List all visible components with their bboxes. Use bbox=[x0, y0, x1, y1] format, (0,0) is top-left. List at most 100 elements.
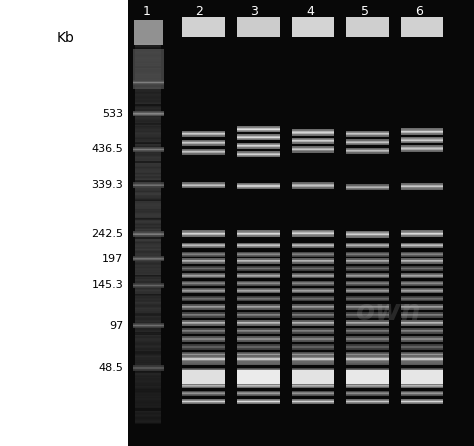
Bar bbox=[135, 318, 161, 319]
Bar bbox=[292, 188, 334, 189]
Bar bbox=[135, 245, 161, 247]
Bar bbox=[237, 156, 280, 157]
Bar bbox=[135, 249, 161, 251]
Bar bbox=[135, 100, 161, 102]
Bar bbox=[292, 143, 334, 144]
Bar bbox=[135, 403, 161, 405]
Bar bbox=[346, 352, 389, 353]
Bar bbox=[182, 276, 225, 277]
Bar bbox=[182, 400, 225, 401]
Bar bbox=[237, 259, 280, 260]
Bar bbox=[292, 284, 334, 285]
Bar bbox=[135, 303, 161, 305]
Bar bbox=[135, 150, 161, 152]
Bar bbox=[135, 86, 161, 87]
Bar bbox=[237, 143, 280, 144]
Bar bbox=[135, 195, 161, 197]
Bar bbox=[292, 333, 334, 334]
Bar bbox=[182, 186, 225, 187]
Bar bbox=[292, 270, 334, 271]
Bar bbox=[133, 285, 164, 286]
Bar bbox=[237, 313, 280, 314]
Bar bbox=[135, 160, 161, 161]
Bar bbox=[182, 135, 225, 136]
Bar bbox=[182, 234, 225, 235]
Bar bbox=[237, 333, 280, 334]
Bar bbox=[292, 356, 334, 357]
Bar bbox=[182, 267, 225, 268]
Bar bbox=[292, 305, 334, 306]
Bar bbox=[346, 401, 389, 402]
Bar bbox=[182, 403, 225, 404]
Bar bbox=[182, 275, 225, 276]
Bar bbox=[135, 329, 161, 330]
Bar bbox=[401, 383, 443, 384]
Bar bbox=[292, 138, 334, 139]
Bar bbox=[292, 364, 334, 365]
Bar bbox=[292, 306, 334, 307]
Bar bbox=[135, 277, 161, 279]
Bar bbox=[135, 64, 161, 66]
Bar bbox=[135, 166, 161, 168]
Bar bbox=[401, 274, 443, 275]
Bar bbox=[135, 198, 161, 199]
Bar bbox=[182, 277, 225, 278]
Bar bbox=[182, 372, 225, 373]
Text: 4: 4 bbox=[307, 4, 314, 18]
Bar bbox=[237, 317, 280, 318]
Bar bbox=[292, 146, 334, 147]
Bar bbox=[182, 386, 225, 387]
Bar bbox=[401, 336, 443, 337]
Bar bbox=[346, 151, 389, 152]
Bar bbox=[237, 328, 280, 329]
Bar bbox=[135, 50, 161, 52]
Bar bbox=[346, 337, 389, 338]
Bar bbox=[182, 269, 225, 270]
Bar bbox=[135, 292, 161, 293]
Bar bbox=[346, 268, 389, 269]
Bar bbox=[292, 336, 334, 337]
Bar bbox=[135, 82, 161, 83]
Bar bbox=[292, 235, 334, 236]
Bar bbox=[346, 360, 389, 361]
Bar bbox=[182, 329, 225, 330]
Bar bbox=[292, 394, 334, 395]
Bar bbox=[135, 161, 161, 162]
Bar bbox=[135, 339, 161, 341]
Bar bbox=[135, 66, 161, 68]
Bar bbox=[182, 395, 225, 396]
Bar bbox=[182, 378, 225, 379]
Bar bbox=[135, 310, 161, 312]
Bar bbox=[346, 340, 389, 341]
Bar bbox=[401, 277, 443, 278]
Bar bbox=[182, 268, 225, 269]
Bar bbox=[135, 351, 161, 352]
Bar bbox=[135, 227, 161, 229]
Bar bbox=[135, 187, 161, 189]
Text: 145.3: 145.3 bbox=[91, 281, 123, 290]
Bar bbox=[182, 273, 225, 274]
Bar bbox=[135, 287, 161, 289]
Bar bbox=[401, 261, 443, 262]
Bar bbox=[135, 418, 161, 420]
Bar bbox=[237, 385, 280, 386]
Bar bbox=[135, 235, 161, 236]
Bar bbox=[401, 269, 443, 270]
Bar bbox=[135, 205, 161, 207]
Bar bbox=[237, 285, 280, 286]
Bar bbox=[401, 395, 443, 396]
Bar bbox=[292, 289, 334, 290]
Bar bbox=[135, 240, 161, 242]
Bar bbox=[135, 66, 161, 67]
Bar bbox=[182, 283, 225, 284]
Bar bbox=[135, 151, 161, 153]
Bar bbox=[346, 282, 389, 283]
Bar bbox=[135, 336, 161, 338]
Bar bbox=[237, 392, 280, 393]
Bar bbox=[182, 142, 225, 143]
Bar bbox=[135, 190, 161, 192]
Bar bbox=[135, 369, 161, 371]
Bar bbox=[133, 83, 164, 84]
Bar bbox=[401, 304, 443, 305]
Bar bbox=[135, 248, 161, 250]
